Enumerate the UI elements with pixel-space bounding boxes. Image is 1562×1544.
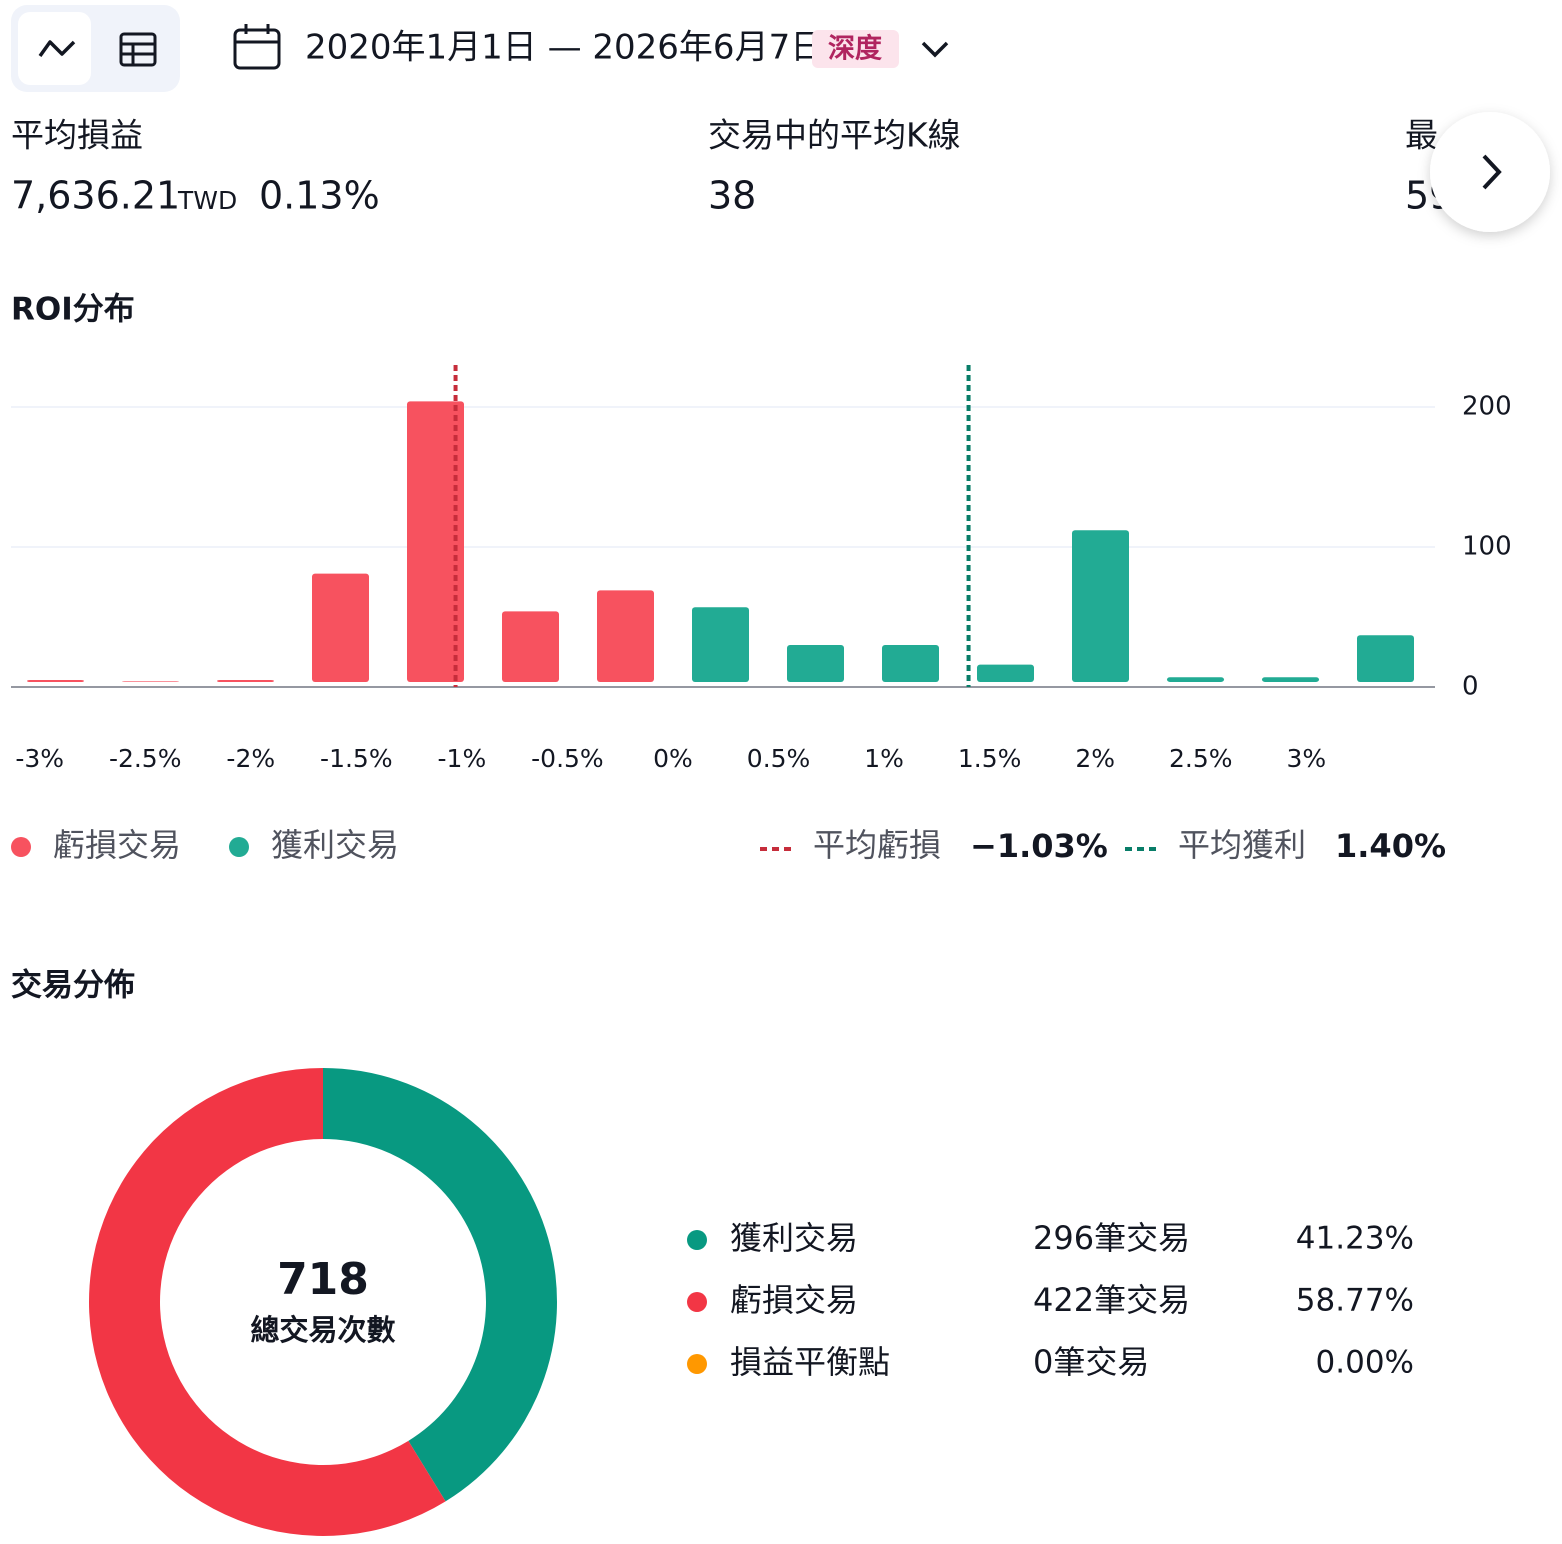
- bar: [27, 680, 84, 682]
- legend-percent: 58.77%: [1296, 1283, 1414, 1319]
- bar: [787, 645, 844, 682]
- badge: 深度: [828, 33, 882, 65]
- legend-percent: 0.00%: [1316, 1345, 1414, 1381]
- x-tick-label: 2%: [1075, 744, 1115, 773]
- stat-percent: 0.13%: [259, 174, 380, 218]
- dropdown-chevron[interactable]: [921, 41, 949, 58]
- bar: [122, 681, 179, 682]
- chart-icon: [38, 40, 76, 58]
- bar: [882, 645, 939, 682]
- y-tick-label: 100: [1462, 532, 1512, 562]
- x-tick-label: -2%: [226, 744, 275, 773]
- legend-label: 獲利交易: [730, 1219, 858, 1257]
- section-title: ROI分布: [11, 292, 135, 328]
- section-title: 交易分佈: [11, 968, 135, 1004]
- bar: [1072, 530, 1129, 682]
- stat-value: 38: [708, 174, 756, 218]
- donut-total-label: 總交易次數: [250, 1313, 395, 1347]
- stat-value: 7,636.21: [11, 174, 180, 218]
- legend-percent: 41.23%: [1296, 1221, 1414, 1257]
- legend-label: 獲利交易: [271, 826, 399, 864]
- x-tick-label: -1%: [438, 744, 487, 773]
- bar: [217, 680, 274, 682]
- next-icon: [1482, 154, 1502, 190]
- donut-segment: [323, 1068, 558, 1502]
- date-range[interactable]: 2020年1月1日 — 2026年6月7日: [305, 28, 824, 68]
- stat-label: 交易中的平均K線: [708, 116, 961, 155]
- legend-label: 虧損交易: [53, 826, 181, 864]
- legend-marker: [687, 1354, 707, 1374]
- donut-total: 718: [277, 1254, 369, 1305]
- legend-marker: [229, 837, 249, 857]
- legend-label: 損益平衡點: [730, 1343, 890, 1381]
- x-tick-label: 0%: [653, 744, 693, 773]
- x-tick-label: -1.5%: [320, 744, 393, 773]
- bar: [977, 664, 1034, 682]
- bar: [597, 590, 654, 682]
- x-tick-label: 3%: [1286, 744, 1326, 773]
- legend-marker: [687, 1292, 707, 1312]
- legend-marker: [11, 837, 31, 857]
- legend-label: 虧損交易: [730, 1281, 858, 1319]
- x-tick-label: 2.5%: [1169, 744, 1233, 773]
- legend-marker: [687, 1230, 707, 1250]
- x-tick-label: -0.5%: [531, 744, 604, 773]
- legend-label: 平均獲利: [1178, 826, 1306, 864]
- legend-count: 0筆交易: [1033, 1343, 1149, 1381]
- x-tick-label: 1.5%: [958, 744, 1022, 773]
- legend-value: 1.40%: [1335, 827, 1446, 865]
- bar: [692, 607, 749, 682]
- bar: [1262, 677, 1319, 682]
- stat-unit: TWD: [177, 186, 237, 215]
- legend-count: 296筆交易: [1033, 1219, 1190, 1257]
- legend-label: 平均虧損: [813, 826, 941, 864]
- x-tick-label: -2.5%: [109, 744, 182, 773]
- legend-count: 422筆交易: [1033, 1281, 1190, 1319]
- stat-label: 最: [1405, 116, 1438, 155]
- badge-bg: [812, 30, 899, 68]
- y-tick-label: 0: [1462, 672, 1479, 702]
- calendar-icon[interactable]: [233, 24, 281, 70]
- donut-segment: [89, 1068, 446, 1536]
- x-tick-label: -3%: [15, 744, 64, 773]
- next-button[interactable]: [1430, 112, 1550, 232]
- bar: [502, 611, 559, 682]
- table-view-button[interactable]: [119, 32, 157, 67]
- y-tick-label: 200: [1462, 392, 1512, 422]
- bar: [312, 573, 369, 682]
- bar: [1357, 635, 1414, 682]
- x-tick-label: 0.5%: [747, 744, 811, 773]
- legend-value: −1.03%: [970, 827, 1108, 865]
- stat-label: 平均損益: [11, 116, 143, 155]
- bar: [1167, 677, 1224, 682]
- x-tick-label: 1%: [864, 744, 904, 773]
- bar: [407, 401, 464, 682]
